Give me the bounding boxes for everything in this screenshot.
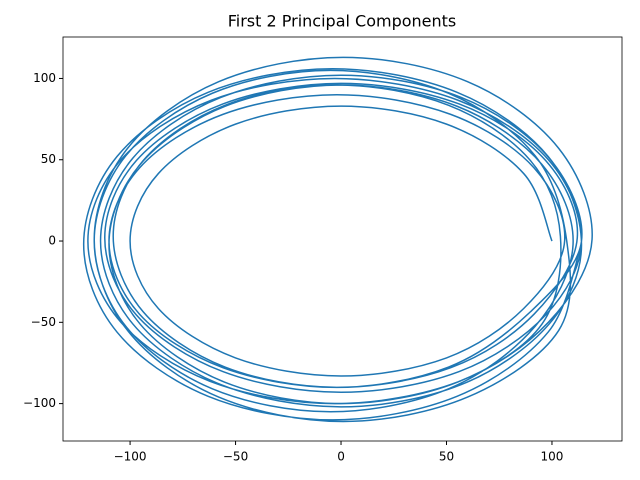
x-tick-label: −50 — [223, 450, 248, 464]
x-tick-label: 0 — [337, 450, 345, 464]
y-tick-label: 50 — [41, 152, 56, 166]
data-line — [82, 56, 593, 423]
x-tick-label: 50 — [439, 450, 454, 464]
y-tick-label: −50 — [31, 315, 56, 329]
chart-title: First 2 Principal Components — [228, 12, 457, 31]
plot-frame — [62, 36, 623, 442]
x-tick-label: −100 — [114, 450, 147, 464]
x-tick-label: 100 — [541, 450, 564, 464]
y-tick-label: 0 — [48, 234, 56, 248]
y-tick-label: 100 — [33, 71, 56, 85]
y-tick-label: −100 — [23, 396, 56, 410]
